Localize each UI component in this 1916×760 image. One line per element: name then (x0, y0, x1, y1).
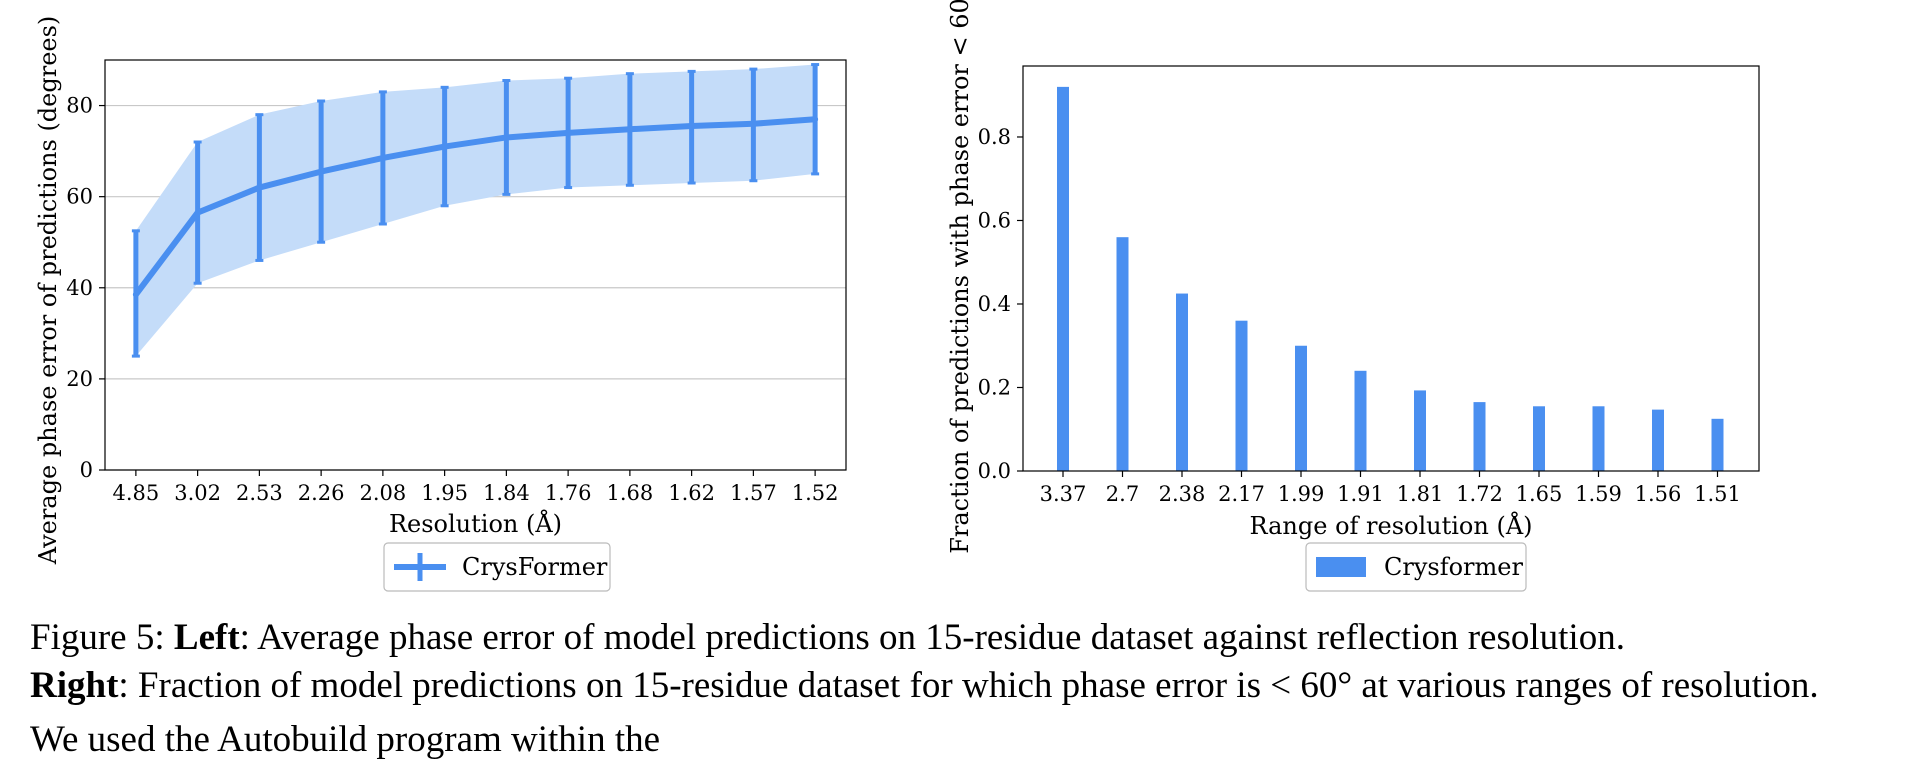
left-x-ticks: 4.85 3.02 2.53 2.26 2.08 1.95 1.84 1.76 1.68 1.62… (112, 470, 839, 505)
caption-left-label: Left (173, 617, 240, 658)
bar (1414, 390, 1426, 471)
right-x-tick-label: 2.38 (1159, 482, 1206, 506)
left-x-tick-label: 1.57 (730, 481, 777, 505)
left-legend: CrysFormer (383, 542, 611, 592)
left-error-band (135, 64, 816, 357)
right-x-tick-label: 1.56 (1635, 482, 1682, 506)
left-x-tick-label: 3.02 (174, 481, 221, 505)
left-y-tick-label: 0 (80, 458, 93, 482)
right-x-tick-label: 3.37 (1040, 482, 1087, 506)
right-bars (1057, 86, 1724, 472)
right-y-tick-label: 0.2 (978, 375, 1011, 399)
right-y-ticks: 0.0 0.2 0.4 0.6 0.8 (978, 125, 1023, 483)
left-legend-label: CrysFormer (462, 553, 608, 581)
left-x-tick-label: 2.53 (236, 481, 283, 505)
right-x-tick-label: 1.99 (1278, 482, 1325, 506)
left-y-tick-label: 40 (66, 276, 93, 300)
right-legend-marker (1316, 557, 1366, 577)
left-x-tick-label: 1.62 (668, 481, 715, 505)
left-y-tick-label: 80 (66, 94, 93, 118)
bar (1473, 402, 1486, 471)
bar (1711, 418, 1724, 471)
right-x-tick-label: 1.81 (1397, 482, 1444, 506)
caption-line-right: Right: Fraction of model predictions on … (30, 662, 1900, 710)
left-legend-marker (394, 553, 446, 581)
right-legend-box (1305, 542, 1527, 592)
right-x-tick-label: 2.17 (1218, 482, 1265, 506)
bar (1295, 345, 1307, 471)
right-x-tick-label: 2.7 (1106, 482, 1139, 506)
right-x-tick-label: 1.91 (1337, 482, 1384, 506)
left-y-tick-label: 60 (66, 185, 93, 209)
left-legend-box (383, 542, 611, 592)
left-y-ticks: 0 20 40 60 80 (66, 94, 105, 482)
right-x-axis-label: Range of resolution (Å) (1249, 511, 1532, 540)
figure-label: Figure 5: (30, 617, 165, 658)
bar (1235, 320, 1248, 471)
right-y-axis-label: Fraction of predictions with phase error… (946, 0, 974, 554)
left-x-tick-label: 1.68 (606, 481, 653, 505)
left-plot-frame (104, 59, 847, 471)
left-line-chart: 0 20 40 60 80 4.85 3.02 2.53 2.26 2.08 1.95 1.84 1.… (34, 16, 847, 592)
right-y-tick-label: 0.4 (978, 292, 1011, 316)
left-x-tick-label: 1.52 (792, 481, 839, 505)
bar (1592, 406, 1605, 471)
figure-caption: Figure 5: Left: Average phase error of m… (30, 614, 1900, 710)
right-x-tick-label: 1.51 (1694, 482, 1741, 506)
bar (1057, 86, 1069, 472)
right-legend: Crysformer (1305, 542, 1527, 592)
right-x-tick-label: 1.65 (1516, 482, 1563, 506)
left-x-tick-label: 1.84 (483, 481, 530, 505)
right-y-tick-label: 0.8 (978, 125, 1011, 149)
left-y-tick-label: 20 (66, 367, 93, 391)
right-plot-frame (1022, 65, 1760, 472)
right-x-tick-label: 1.59 (1575, 482, 1622, 506)
left-x-tick-label: 1.76 (545, 481, 592, 505)
figure-charts: 0 20 40 60 80 4.85 3.02 2.53 2.26 2.08 1.95 1.84 1.… (34, 0, 1760, 592)
left-x-axis-label: Resolution (Å) (389, 509, 562, 538)
right-y-tick-label: 0.0 (978, 459, 1011, 483)
caption-right-label: Right (30, 665, 119, 706)
body-text-cut-off: We used the Autobuild program within the (30, 710, 1900, 760)
bar (1116, 237, 1129, 471)
body-text: We used the Autobuild program within the (30, 719, 661, 760)
left-x-tick-label: 2.26 (298, 481, 345, 505)
left-x-tick-label: 2.08 (359, 481, 406, 505)
caption-line-left: Figure 5: Left: Average phase error of m… (30, 614, 1900, 662)
bar (1176, 293, 1188, 471)
right-y-tick-label: 0.6 (978, 208, 1011, 232)
right-x-ticks: 3.37 2.7 2.38 2.17 1.99 1.91 1.81 1.72 1.65 1.59 1… (1040, 471, 1741, 506)
left-x-tick-label: 4.85 (112, 481, 159, 505)
right-bar-chart: 0.0 0.2 0.4 0.6 0.8 3.37 2.7 2.38 2.17 1.99 1.91 1… (946, 0, 1760, 592)
bar (1652, 409, 1664, 471)
right-x-tick-label: 1.72 (1456, 482, 1503, 506)
left-y-axis-label: Average phase error of predictions (degr… (34, 16, 62, 566)
left-series-line (132, 116, 819, 298)
right-legend-label: Crysformer (1384, 553, 1523, 581)
bar (1533, 406, 1545, 471)
caption-left-text: : Average phase error of model predictio… (239, 617, 1625, 658)
caption-right-text: : Fraction of model predictions on 15-re… (118, 665, 1819, 706)
left-x-tick-label: 1.95 (421, 481, 468, 505)
bar (1354, 370, 1367, 471)
